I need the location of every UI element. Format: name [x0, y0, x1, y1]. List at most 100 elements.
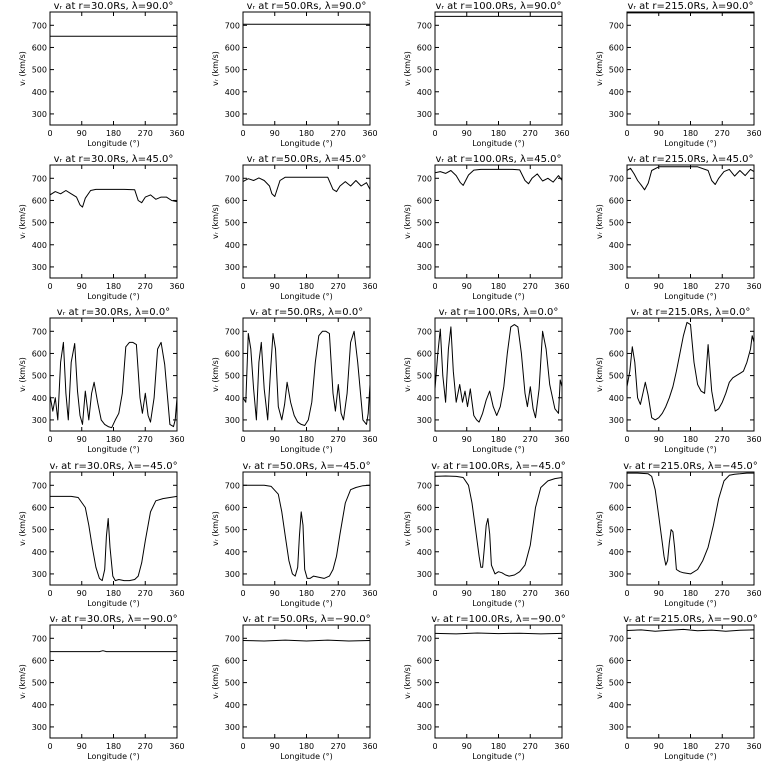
y-axis-label: vᵣ (km/s) [211, 51, 220, 86]
y-tick-label: 300 [32, 110, 47, 119]
y-tick-label: 600 [32, 656, 47, 665]
panel-0-0: vᵣ at r=30.0Rs, λ=90.0° 0 90 180 270 360 300 40… [18, 1, 185, 148]
plot-title: vᵣ at r=215.0Rs, λ=−90.0° [623, 614, 758, 625]
x-tick-label: 0 [624, 282, 629, 291]
x-tick-label: 360 [554, 435, 569, 444]
x-axis-label: Longitude (°) [472, 752, 525, 761]
panel-4-0: vᵣ at r=30.0Rs, λ=−90.0° 0 90 180 270 360 300 4… [18, 614, 185, 761]
plot-frame [49, 471, 178, 586]
x-tick-label: 270 [138, 129, 153, 138]
y-axis-label: vᵣ (km/s) [403, 664, 412, 699]
plot-title: vᵣ at r=215.0Rs, λ=−45.0° [623, 461, 758, 472]
x-tick-label: 270 [138, 282, 153, 291]
y-tick-label: 600 [609, 349, 624, 358]
x-tick-label: 270 [523, 435, 538, 444]
y-tick-label: 700 [32, 481, 47, 490]
y-tick-label: 700 [225, 21, 240, 30]
y-tick-label: 300 [609, 570, 624, 579]
x-tick-label: 180 [106, 435, 121, 444]
panel-1-0: vᵣ at r=30.0Rs, λ=45.0° 0 90 180 270 360 300 40… [18, 154, 185, 301]
plot-frame [434, 471, 563, 586]
x-tick-label: 360 [362, 282, 377, 291]
panel-2-3: vᵣ at r=215.0Rs, λ=0.0° 0 90 180 270 360 300 40… [595, 307, 762, 454]
x-tick-label: 360 [746, 435, 761, 444]
plot-frame [242, 11, 371, 126]
plot-title: vᵣ at r=30.0Rs, λ=−45.0° [49, 461, 177, 472]
x-tick-label: 90 [77, 282, 87, 291]
x-tick-label: 270 [331, 742, 346, 751]
plot-title: vᵣ at r=215.0Rs, λ=45.0° [627, 154, 753, 165]
y-tick-label: 600 [609, 196, 624, 205]
x-tick-label: 180 [106, 129, 121, 138]
plot-title: vᵣ at r=30.0Rs, λ=90.0° [54, 1, 174, 12]
y-axis-label: vᵣ (km/s) [595, 357, 604, 392]
x-tick-label: 270 [715, 129, 730, 138]
y-tick-label: 400 [417, 88, 432, 97]
y-tick-label: 600 [417, 503, 432, 512]
x-axis-label: Longitude (°) [664, 292, 717, 301]
panel-0-2: vᵣ at r=100.0Rs, λ=90.0° 0 90 180 270 360 300 4… [403, 1, 570, 148]
x-tick-label: 360 [169, 129, 184, 138]
y-tick-label: 600 [225, 43, 240, 52]
plot-title: vᵣ at r=50.0Rs, λ=0.0° [250, 307, 363, 318]
y-tick-label: 300 [417, 416, 432, 425]
y-tick-label: 600 [225, 656, 240, 665]
x-tick-label: 270 [523, 742, 538, 751]
x-tick-label: 360 [746, 589, 761, 598]
y-tick-label: 700 [32, 327, 47, 336]
y-tick-label: 400 [417, 241, 432, 250]
x-tick-label: 360 [554, 742, 569, 751]
y-tick-label: 500 [225, 66, 240, 75]
series-line [435, 324, 562, 423]
x-tick-label: 90 [462, 742, 472, 751]
y-tick-label: 400 [225, 88, 240, 97]
y-tick-label: 600 [417, 656, 432, 665]
x-axis-label: Longitude (°) [87, 139, 140, 148]
y-tick-label: 400 [32, 394, 47, 403]
x-axis-label: Longitude (°) [664, 445, 717, 454]
plot-title: vᵣ at r=100.0Rs, λ=0.0° [439, 307, 559, 318]
x-tick-label: 360 [169, 742, 184, 751]
y-tick-label: 600 [32, 349, 47, 358]
y-tick-label: 700 [225, 481, 240, 490]
x-axis-label: Longitude (°) [664, 599, 717, 608]
y-tick-label: 300 [609, 263, 624, 272]
x-tick-label: 360 [169, 435, 184, 444]
y-tick-label: 500 [609, 526, 624, 535]
y-tick-label: 600 [225, 196, 240, 205]
plot-title: vᵣ at r=30.0Rs, λ=0.0° [57, 307, 170, 318]
y-tick-label: 300 [225, 723, 240, 732]
x-tick-label: 360 [169, 282, 184, 291]
y-tick-label: 300 [609, 416, 624, 425]
x-tick-label: 0 [624, 435, 629, 444]
series-line [50, 188, 177, 208]
x-tick-label: 90 [77, 435, 87, 444]
y-axis-label: vᵣ (km/s) [403, 51, 412, 86]
x-tick-label: 90 [462, 435, 472, 444]
plot-title: vᵣ at r=100.0Rs, λ=−90.0° [431, 614, 566, 625]
y-tick-label: 600 [225, 503, 240, 512]
x-axis-label: Longitude (°) [87, 292, 140, 301]
plot-frame [242, 164, 371, 279]
x-tick-label: 0 [240, 589, 245, 598]
y-tick-label: 400 [417, 701, 432, 710]
x-axis-label: Longitude (°) [280, 599, 333, 608]
panel-4-3: vᵣ at r=215.0Rs, λ=−90.0° 0 90 180 270 360 300… [595, 614, 762, 761]
y-tick-label: 500 [609, 679, 624, 688]
plot-frame [434, 164, 563, 279]
panel-0-1: vᵣ at r=50.0Rs, λ=90.0° 0 90 180 270 360 300 40… [211, 1, 378, 148]
x-tick-label: 90 [654, 282, 664, 291]
x-axis-label: Longitude (°) [280, 139, 333, 148]
y-tick-label: 600 [609, 43, 624, 52]
x-tick-label: 90 [462, 129, 472, 138]
x-tick-label: 180 [491, 435, 506, 444]
plot-title: vᵣ at r=100.0Rs, λ=−45.0° [431, 461, 566, 472]
x-tick-label: 0 [47, 282, 52, 291]
x-tick-label: 270 [331, 589, 346, 598]
x-tick-label: 180 [106, 589, 121, 598]
x-tick-label: 270 [715, 282, 730, 291]
x-axis-label: Longitude (°) [664, 139, 717, 148]
x-tick-label: 180 [683, 589, 698, 598]
y-axis-label: vᵣ (km/s) [211, 357, 220, 392]
panel-0-3: vᵣ at r=215.0Rs, λ=90.0° 0 90 180 270 360 300 4… [595, 1, 762, 148]
